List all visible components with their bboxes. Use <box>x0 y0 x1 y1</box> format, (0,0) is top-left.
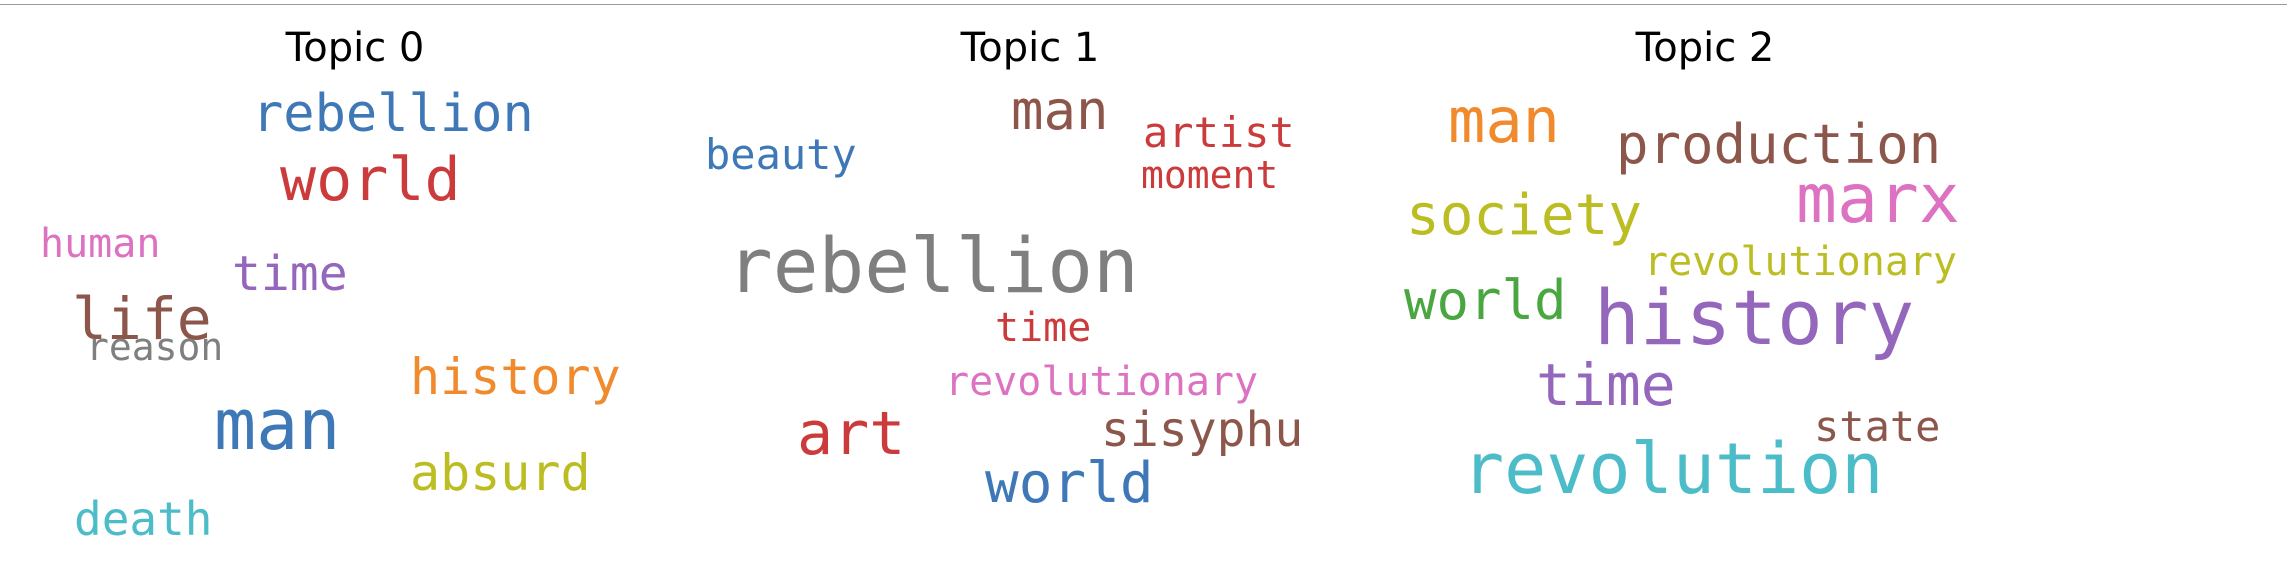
topic-2-word-society: society <box>1406 183 1643 248</box>
topic-0-word-man: man <box>214 384 341 466</box>
topic-1-word-art: art <box>797 399 906 469</box>
topic-2-word-world: world <box>1404 269 1567 332</box>
topic-2-word-time: time <box>1536 351 1676 419</box>
topic-1-word-revolutionary: revolutionary <box>945 359 1259 405</box>
topic-0-title: Topic 0 <box>285 25 425 71</box>
topic-1-word-beauty: beauty <box>705 130 857 179</box>
topic-2-word-history: history <box>1594 273 1915 362</box>
topic-1-word-sisyphu: sisyphu <box>1101 402 1304 458</box>
topic-2-word-revolutionary: revolutionary <box>1644 239 1958 285</box>
topic-1-word-man: man <box>1011 79 1109 142</box>
topic-1-word-time: time <box>995 305 1092 351</box>
topic-2-word-production: production <box>1616 113 1942 176</box>
topic-2-word-revolution: revolution <box>1462 428 1884 510</box>
topic-0-word-history: history <box>410 348 621 406</box>
topic-0-panel: Topic 0 rebellion world human time life … <box>30 0 680 584</box>
topic-0-word-human: human <box>40 221 161 267</box>
topic-1-word-rebellion: rebellion <box>727 221 1139 310</box>
topic-0-word-absurd: absurd <box>410 444 591 502</box>
topic-0-word-rebellion: rebellion <box>252 84 534 144</box>
topic-0-word-time: time <box>232 246 348 302</box>
topic-1-word-artist: artist <box>1143 108 1295 157</box>
topic-2-word-marx: marx <box>1796 160 1960 239</box>
topic-0-word-death: death <box>74 492 213 546</box>
topic-1-word-world: world <box>985 451 1154 516</box>
topic-2-panel: Topic 2 man production marx society revo… <box>1380 0 2030 584</box>
topic-0-word-world: world <box>280 145 461 215</box>
topic-1-panel: Topic 1 man artist beauty moment rebelli… <box>705 0 1355 584</box>
top-border <box>0 0 2287 5</box>
topic-0-word-life: life <box>72 285 212 353</box>
topic-2-title: Topic 2 <box>1635 25 1775 71</box>
topic-1-word-moment: moment <box>1141 153 1279 197</box>
topic-2-word-man: man <box>1448 84 1560 157</box>
topic-0-word-reason: reason <box>86 325 224 369</box>
topic-2-word-state: state <box>1814 402 1941 451</box>
topic-1-title: Topic 1 <box>960 25 1100 71</box>
